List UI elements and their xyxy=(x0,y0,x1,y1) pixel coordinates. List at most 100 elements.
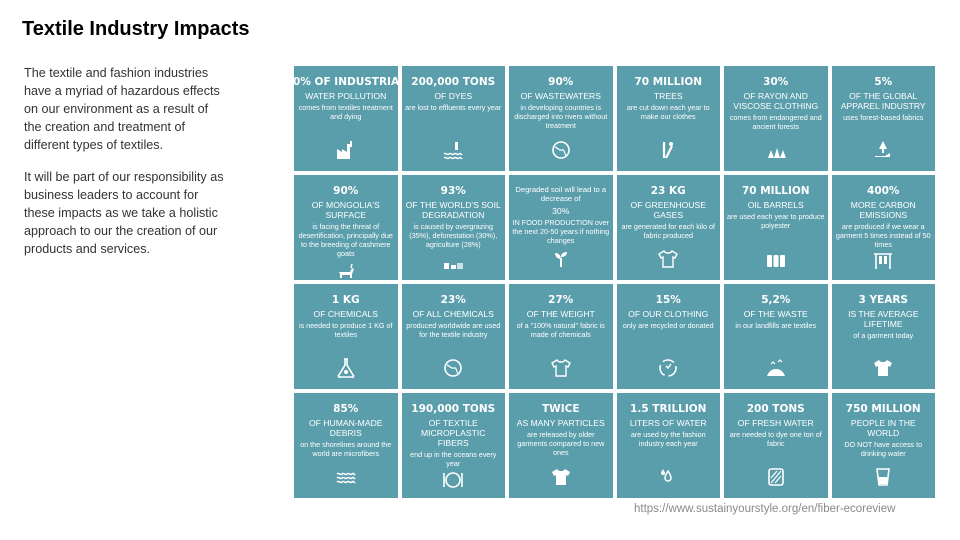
stat-headline: 23 KG xyxy=(650,185,686,197)
stat-tile: 1 KG OF CHEMICALS is needed to produce 1 K… xyxy=(294,284,398,389)
stat-headline: 20% OF INDUSTRIAL xyxy=(294,76,398,88)
stat-description: uses forest-based fabrics xyxy=(843,113,924,122)
stat-headline: 750 MILLION xyxy=(845,403,921,415)
stat-subject: AS MANY PARTICLES xyxy=(516,418,605,428)
stat-headline: TWICE xyxy=(541,403,580,415)
stat-headline: 1 KG xyxy=(331,294,360,306)
stat-description: of a garment today xyxy=(853,331,914,340)
stat-subject: OF THE GLOBAL APPAREL INDUSTRY xyxy=(840,91,926,111)
stat-tile: 1.5 TRILLION LITERS OF WATER are used by t… xyxy=(616,393,720,498)
stat-description: in our landfills are textiles xyxy=(735,321,817,330)
hand-tree-icon xyxy=(870,137,896,163)
stat-headline: 70 MILLION xyxy=(634,76,703,88)
stat-subject: OF OUR CLOTHING xyxy=(628,309,709,319)
stat-subject: OF THE WORLD'S SOIL DEGRADATION xyxy=(405,200,501,220)
stat-tile: 23% OF ALL CHEMICALS produced worldwide ar… xyxy=(401,284,505,389)
stat-subject: LITERS OF WATER xyxy=(629,418,707,428)
fabric-roll-icon xyxy=(763,464,789,490)
goat-icon xyxy=(333,258,359,280)
stat-headline: 5% xyxy=(874,76,893,88)
stat-headline: 70 MILLION xyxy=(741,185,810,197)
stat-tile: 750 MILLION PEOPLE IN THE WORLD DO NOT hav… xyxy=(831,393,935,498)
stat-headline: 90% xyxy=(548,76,574,88)
stat-tile: 200 TONS OF FRESH WATER are needed to dye … xyxy=(724,393,828,498)
tree-cutting-icon xyxy=(655,137,681,163)
stat-tile: 20% OF INDUSTRIAL WATER POLLUTION comes fr… xyxy=(294,66,398,171)
stat-subject: IS THE AVERAGE LIFETIME xyxy=(848,309,919,329)
stat-tile: 70 MILLION TREES are cut down each year to… xyxy=(616,66,720,171)
stat-subject: WATER POLLUTION xyxy=(305,91,387,101)
stat-subject: PEOPLE IN THE WORLD xyxy=(850,418,916,438)
stat-headline: 93% xyxy=(440,185,466,197)
slide-title: Textile Industry Impacts xyxy=(22,18,250,40)
waves-icon xyxy=(333,464,359,490)
stat-description: are lost to effluents every year xyxy=(405,103,502,112)
stat-subject: OF CHEMICALS xyxy=(313,309,378,319)
stat-tile: 90% OF MONGOLIA'S SURFACE is facing the th… xyxy=(294,175,398,280)
globe-icon xyxy=(440,355,466,381)
stat-tile: 190,000 TONS OF TEXTILE MICROPLASTIC FIBE… xyxy=(401,393,505,498)
tshirt-tag-icon xyxy=(548,355,574,381)
stat-tile: 15% OF OUR CLOTHING only are recycled or d… xyxy=(616,284,720,389)
stat-subject: OF FRESH WATER xyxy=(737,418,814,428)
stat-description: of a "100% natural" fabric is made of ch… xyxy=(516,321,605,339)
stat-description: are cut down each year to make our cloth… xyxy=(626,103,710,121)
stat-headline: 190,000 TONS xyxy=(411,403,496,415)
factory-icon xyxy=(333,137,359,163)
stat-headline: 3 YEARS xyxy=(858,294,908,306)
tshirt-icon xyxy=(548,464,574,490)
stat-headline: 27% xyxy=(548,294,574,306)
water-glass-icon xyxy=(870,464,896,490)
stat-description: produced worldwide are used for the text… xyxy=(406,321,501,339)
stat-headline: Degraded soil will lead to a decrease of xyxy=(515,185,607,203)
intro-text: The textile and fashion industries have … xyxy=(24,64,224,272)
paragraph-2: It will be part of our responsibility as… xyxy=(24,170,224,256)
stat-tile: 70 MILLION OIL BARRELS are used each year … xyxy=(724,175,828,280)
stat-subject: OF TEXTILE MICROPLASTIC FIBERS xyxy=(421,418,486,448)
stat-tile: 23 KG OF GREENHOUSE GASES are generated fo… xyxy=(616,175,720,280)
tshirt-tag-icon xyxy=(655,246,681,272)
stat-headline: 23% xyxy=(440,294,466,306)
stat-tile: 400% MORE CARBON EMISSIONS are produced if… xyxy=(831,175,935,280)
stat-headline: 400% xyxy=(867,185,900,197)
stat-headline: 90% xyxy=(333,185,359,197)
recycle-icon xyxy=(655,355,681,381)
stat-headline: 200,000 TONS xyxy=(411,76,496,88)
stat-tile: TWICE AS MANY PARTICLES are released by ol… xyxy=(509,393,613,498)
stat-description: is facing the threat of desertification,… xyxy=(298,222,393,258)
stat-tile: 27% OF THE WEIGHT of a "100% natural" fabr… xyxy=(509,284,613,389)
stat-tile: 5,2% OF THE WASTE in our landfills are tex… xyxy=(724,284,828,389)
stat-description: comes from textiles treatment and dying xyxy=(298,103,393,121)
stat-tile: Degraded soil will lead to a decrease of… xyxy=(509,175,613,280)
plate-icon xyxy=(440,468,466,492)
effluent-icon xyxy=(440,137,466,163)
stat-tile: 3 YEARS IS THE AVERAGE LIFETIME of a garme… xyxy=(831,284,935,389)
stat-subject: 30% xyxy=(552,206,570,216)
stat-description: only are recycled or donated xyxy=(622,321,714,330)
stat-tile: 90% OF WASTEWATERS in developing countries… xyxy=(509,66,613,171)
stat-subject: OF HUMAN-MADE DEBRIS xyxy=(308,418,383,438)
stat-description: is caused by overgrazing (35%), deforest… xyxy=(409,222,498,249)
source-link[interactable]: https://www.sustainyourstyle.org/en/fibe… xyxy=(634,503,896,515)
stat-description: are used each year to produce polyester xyxy=(727,212,825,230)
stat-headline: 15% xyxy=(655,294,681,306)
stat-description: IN FOOD PRODUCTION over the next 20-50 y… xyxy=(512,218,610,245)
stat-tile: 85% OF HUMAN-MADE DEBRIS on the shorelines… xyxy=(294,393,398,498)
stat-description: are needed to dye one ton of fabric xyxy=(729,430,822,448)
stat-tile: 5% OF THE GLOBAL APPAREL INDUSTRY uses for… xyxy=(831,66,935,171)
globe-icon xyxy=(548,137,574,163)
stat-subject: OF THE WEIGHT xyxy=(526,309,595,319)
infographic-grid: 20% OF INDUSTRIAL WATER POLLUTION comes fr… xyxy=(294,66,935,498)
stat-subject: OF WASTEWATERS xyxy=(520,91,601,101)
barrels-icon xyxy=(763,246,789,272)
soil-icon xyxy=(440,249,466,273)
water-drops-icon xyxy=(655,464,681,490)
stat-description: end up in the oceans every year xyxy=(410,450,497,468)
stat-subject: OIL BARRELS xyxy=(747,200,804,210)
stat-tile: 93% OF THE WORLD'S SOIL DEGRADATION is cau… xyxy=(401,175,505,280)
stat-subject: OF MONGOLIA'S SURFACE xyxy=(311,200,380,220)
stat-subject: TREES xyxy=(653,91,683,101)
paragraph-1: The textile and fashion industries have … xyxy=(24,66,220,152)
stat-description: on the shorelines around the world are m… xyxy=(300,440,392,458)
stat-description: comes from endangered and ancient forest… xyxy=(729,113,822,131)
